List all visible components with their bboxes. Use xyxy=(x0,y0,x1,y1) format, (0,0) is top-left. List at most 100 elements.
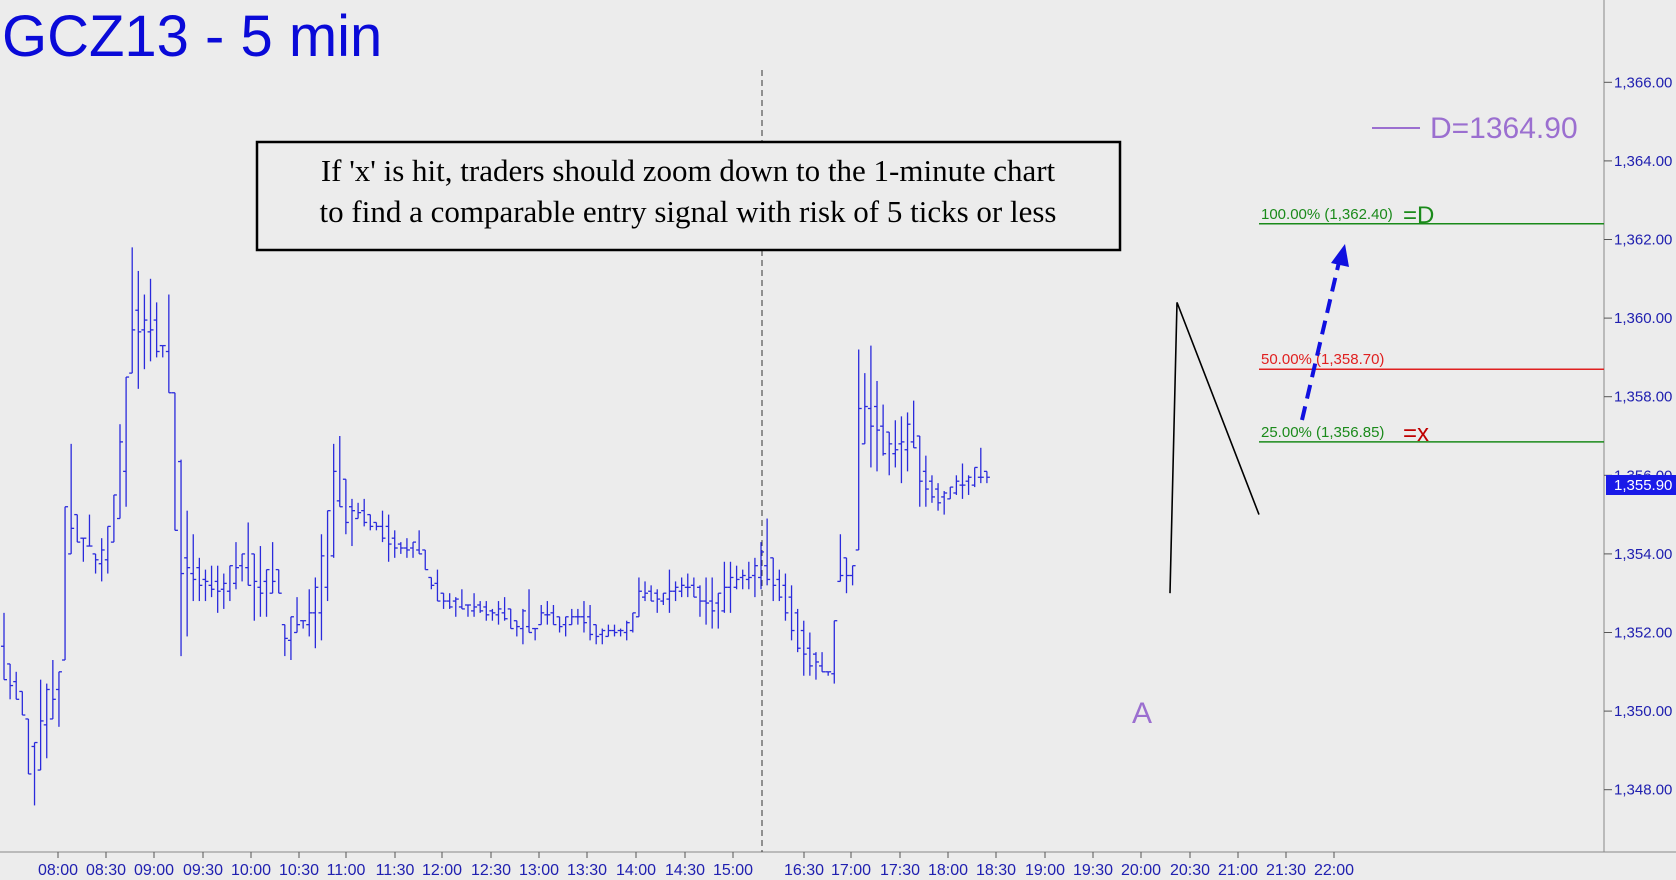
price-bar xyxy=(135,270,142,389)
price-bar xyxy=(758,542,765,590)
y-tick-label: 1,358.00 xyxy=(1614,389,1672,406)
price-bar xyxy=(709,577,716,629)
x-tick-label: 08:30 xyxy=(86,862,126,879)
price-bar xyxy=(800,620,807,676)
price-bar xyxy=(910,400,917,449)
price-bar xyxy=(959,463,966,499)
x-tick-label: 19:00 xyxy=(1025,862,1065,879)
y-tick-label: 1,366.00 xyxy=(1614,74,1672,91)
fib-level-label: 100.00% (1,362.40) xyxy=(1261,206,1393,223)
price-bar xyxy=(355,502,362,520)
y-tick-label: 1,362.00 xyxy=(1614,232,1672,249)
price-bar xyxy=(684,573,691,598)
price-bar xyxy=(965,475,972,495)
price-bar xyxy=(1,612,7,681)
price-bar xyxy=(110,494,117,543)
x-tick-label: 19:30 xyxy=(1073,862,1113,879)
price-bar xyxy=(336,436,343,508)
price-bar xyxy=(458,589,465,610)
x-tick-label: 08:00 xyxy=(38,862,78,879)
last-price-tag xyxy=(1606,475,1676,495)
price-bar xyxy=(13,671,20,700)
price-bar xyxy=(165,294,172,394)
pattern-line xyxy=(1169,302,1260,594)
price-bar xyxy=(68,443,75,555)
price-bar xyxy=(220,573,227,609)
price-bar xyxy=(434,569,441,602)
price-bar xyxy=(129,247,136,374)
price-bar xyxy=(861,373,868,445)
price-bar xyxy=(141,294,148,370)
price-bar xyxy=(788,585,795,641)
price-bar xyxy=(104,525,111,574)
price-bar xyxy=(526,589,533,634)
price-bar xyxy=(812,652,819,680)
price-bar xyxy=(971,466,978,488)
projection-arrow-line xyxy=(1300,261,1341,421)
price-bar xyxy=(269,542,276,594)
price-bar xyxy=(935,483,942,511)
price-bar xyxy=(251,553,258,621)
x-tick-label: 18:00 xyxy=(928,862,968,879)
price-bar xyxy=(544,601,551,625)
price-bar xyxy=(550,604,557,626)
price-bar xyxy=(703,577,710,625)
x-axis: 08:00 08:30 09:00 09:30 10:00 10:30 11:00 11:30… xyxy=(38,852,1354,879)
x-tick-label: 22:00 xyxy=(1314,862,1354,879)
d-target-label: D=1364.90 xyxy=(1430,112,1578,145)
price-bar xyxy=(617,628,624,637)
price-bar xyxy=(831,620,838,684)
price-bar xyxy=(43,683,50,759)
fib-levels: 100.00% (1,362.40) =D 50.00% (1,358.70) 25.… xyxy=(1259,202,1604,447)
price-bar xyxy=(245,522,252,586)
fib-level-tag: =D xyxy=(1403,202,1434,229)
price-bar xyxy=(745,561,752,590)
price-bar xyxy=(696,585,703,617)
price-bar xyxy=(49,660,56,720)
price-bar xyxy=(379,510,386,543)
price-bar xyxy=(916,435,923,507)
price-bar xyxy=(983,470,990,484)
price-bar xyxy=(239,553,246,582)
price-bar xyxy=(373,521,380,531)
price-bar xyxy=(153,302,160,358)
abc-pattern xyxy=(1169,302,1260,594)
price-bar xyxy=(819,652,826,673)
price-bar xyxy=(904,412,911,472)
x-tick-label: 09:00 xyxy=(134,862,174,879)
price-bar xyxy=(416,530,423,555)
price-bar xyxy=(794,608,801,653)
x-tick-label: 10:30 xyxy=(279,862,319,879)
price-bar xyxy=(287,616,294,661)
price-bar xyxy=(232,542,239,590)
y-tick-label: 1,364.00 xyxy=(1614,153,1672,170)
price-bar xyxy=(605,624,612,638)
price-bar xyxy=(178,459,185,657)
price-bar xyxy=(452,597,459,617)
callout-box xyxy=(255,140,1122,252)
price-bar xyxy=(324,510,331,602)
price-bar xyxy=(281,623,288,657)
callout-line-2: to find a comparable entry signal with r… xyxy=(320,194,1057,229)
price-bar xyxy=(397,542,404,554)
y-axis: 1,366.00 1,364.00 1,362.00 1,360.00 1,358.00… xyxy=(1604,74,1672,799)
price-bar xyxy=(513,620,520,637)
price-bar xyxy=(348,498,355,547)
x-tick-label: 15:00 xyxy=(713,862,753,879)
y-tick-label: 1,354.00 xyxy=(1614,546,1672,563)
price-bar xyxy=(495,601,502,625)
price-bar xyxy=(257,546,264,617)
price-bar xyxy=(385,514,392,562)
price-bar xyxy=(440,592,447,609)
price-bar xyxy=(519,608,526,645)
price-bar xyxy=(739,569,746,590)
price-bar xyxy=(116,424,123,520)
price-bar xyxy=(922,455,929,507)
price-bar xyxy=(312,577,319,649)
price-bar xyxy=(562,616,569,637)
price-bar xyxy=(715,592,722,629)
price-bar xyxy=(318,534,325,641)
price-bar xyxy=(867,345,874,468)
